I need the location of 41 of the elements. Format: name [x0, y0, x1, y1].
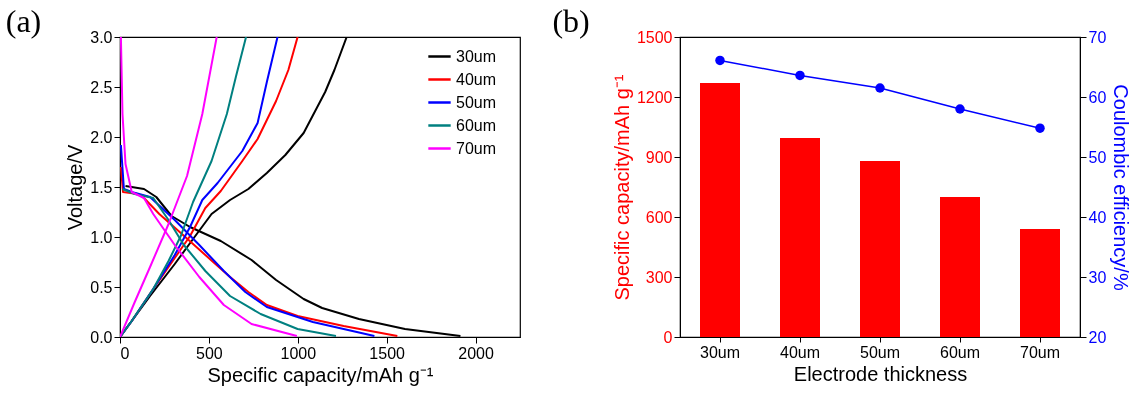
y-axis-title: Specific capacity/mAh g⁻¹: [610, 74, 633, 301]
x-axis-title: Specific capacity/mAh g⁻¹: [207, 363, 434, 386]
y-tick-label: 3.0: [90, 28, 113, 46]
y2-tick-label: 40: [1088, 208, 1107, 226]
y-tick-label: 0.5: [90, 278, 113, 296]
y2-tick-label: 70: [1088, 28, 1107, 46]
y2-tick-label: 50: [1088, 148, 1107, 166]
y-axis-title: Voltage/V: [64, 144, 87, 231]
y-tick-label: 600: [645, 208, 673, 226]
y2-tick-label: 60: [1088, 88, 1107, 106]
y-tick-label: 0: [663, 328, 673, 346]
x-tick-label: 50um: [859, 343, 901, 361]
y2-tick-label: 30: [1088, 268, 1107, 286]
x-tick-label: 0: [120, 344, 130, 362]
y-tick-label: 300: [645, 268, 673, 286]
legend-label: 30um: [456, 47, 497, 65]
chart-title: (a): [5, 3, 42, 39]
y-tick-label: 1200: [636, 88, 673, 106]
x-tick-label: 1000: [280, 344, 317, 362]
x-tick-label: 500: [196, 344, 223, 362]
y-tick-label: 0.0: [90, 328, 113, 346]
legend-label: 60um: [456, 116, 497, 134]
x-tick-label: 1500: [369, 344, 406, 362]
y-tick-label: 1500: [636, 28, 673, 46]
x-tick-label: 60um: [939, 343, 981, 361]
y2-tick-label: 20: [1088, 328, 1107, 346]
x-axis-title: Electrode thickness: [793, 362, 968, 385]
legend-label: 50um: [456, 93, 497, 111]
y-tick-label: 2.0: [90, 128, 113, 146]
x-tick-label: 2000: [458, 344, 494, 362]
y-tick-label: 1.0: [90, 228, 113, 246]
legend-label: 40um: [456, 70, 497, 88]
legend-label: 70um: [456, 139, 497, 157]
x-tick-label: 30um: [699, 343, 741, 361]
y-tick-label: 900: [645, 148, 673, 166]
chart-title: (b): [552, 3, 590, 39]
x-tick-label: 70um: [1019, 343, 1061, 361]
y-tick-label: 2.5: [90, 78, 113, 96]
y-tick-label: 1.5: [90, 178, 113, 196]
y2-axis-title: Coulombic efficiency/%: [1110, 84, 1133, 291]
x-tick-label: 40um: [779, 343, 821, 361]
